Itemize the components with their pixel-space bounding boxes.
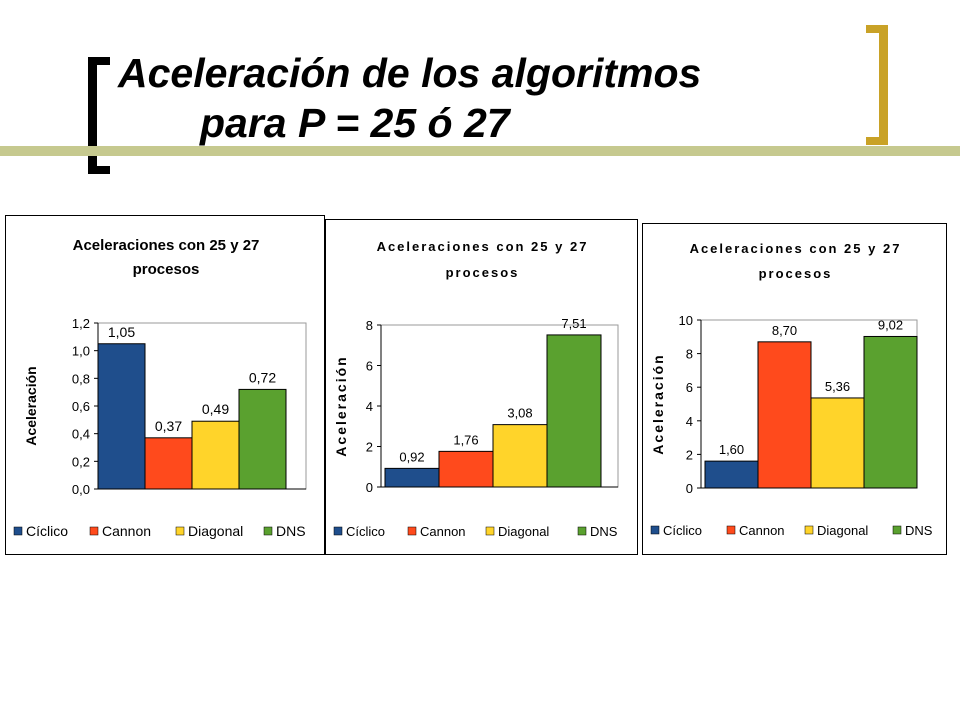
legend-label: Diagonal: [188, 523, 243, 539]
y-tick-label: 2: [366, 440, 373, 455]
legend-label: Cannon: [102, 523, 151, 539]
legend-label: Cíclico: [346, 524, 385, 539]
legend-swatch: [804, 525, 814, 535]
chart-panel-1: Aceleraciones con 25 y 27 procesos 0,0 0,2 0…: [5, 215, 325, 555]
data-label: 9,02: [878, 317, 903, 332]
bar: [438, 450, 494, 488]
chart-title-line: Aceleraciones con 25 y 27: [377, 239, 589, 254]
horizontal-rule: [0, 146, 960, 156]
legend-label: Diagonal: [498, 524, 549, 539]
bar: [492, 424, 548, 488]
chart-panel-3: Aceleraciones con 25 y 27 procesos 0 2 4 6 8 10…: [642, 223, 947, 555]
y-tick-label: 0: [366, 480, 373, 495]
right-bracket-bottom: [866, 137, 888, 145]
legend-swatch: [175, 526, 185, 536]
chart-panel-2: Aceleraciones con 25 y 27 procesos 0 2 4 6 8 Ac…: [325, 219, 638, 555]
bar: [384, 467, 440, 488]
data-label: 8,70: [772, 323, 797, 338]
chart-svg: Aceleraciones con 25 y 27 procesos 0 2 4 6 8 Ac…: [333, 239, 619, 539]
slide-title-line1: Aceleración de los algoritmos: [118, 50, 702, 96]
y-tick-label: 0,8: [72, 371, 90, 386]
bar: [704, 460, 759, 489]
chart-title-line: procesos: [759, 266, 833, 281]
legend-label: DNS: [590, 524, 618, 539]
y-tick-label: 1,0: [72, 344, 90, 359]
legend-label: Cannon: [739, 523, 785, 538]
y-tick-label: 0,6: [72, 399, 90, 414]
y-tick-label: 0,4: [72, 427, 90, 442]
y-tick-label: 4: [686, 414, 693, 429]
bar: [810, 397, 865, 489]
bar: [238, 388, 287, 490]
y-axis-label: Aceleración: [650, 353, 666, 454]
data-label: 1,05: [108, 324, 135, 340]
legend-swatch: [333, 526, 343, 536]
data-label: 3,08: [507, 406, 532, 421]
legend-swatch: [577, 526, 587, 536]
data-label: 7,51: [561, 316, 586, 331]
y-tick-label: 8: [686, 347, 693, 362]
legend-swatch: [89, 526, 99, 536]
legend-swatch: [726, 525, 736, 535]
legend-label: Diagonal: [817, 523, 868, 538]
left-bracket-top: [88, 57, 110, 65]
left-bracket-vertical: [88, 57, 97, 174]
bar: [191, 420, 240, 490]
y-axis-label: Aceleración: [333, 355, 349, 456]
y-tick-label: 6: [366, 359, 373, 374]
bar: [97, 343, 146, 490]
y-tick-label: 10: [679, 313, 693, 328]
chart-svg: Aceleraciones con 25 y 27 procesos 0 2 4 6 8 10…: [650, 241, 933, 538]
y-tick-label: 2: [686, 447, 693, 462]
legend-swatch: [407, 526, 417, 536]
legend-label: DNS: [276, 523, 306, 539]
y-tick-label: 6: [686, 380, 693, 395]
y-tick-label: 4: [366, 399, 373, 414]
left-bracket-bottom: [88, 166, 110, 174]
legend-label: Cannon: [420, 524, 466, 539]
legend-label: DNS: [905, 523, 933, 538]
y-tick-label: 0: [686, 481, 693, 496]
chart-title-line: Aceleraciones con 25 y 27: [690, 241, 902, 256]
chart-title-line: procesos: [446, 265, 520, 280]
legend-swatch: [650, 525, 660, 535]
y-tick-label: 0,2: [72, 454, 90, 469]
slide-title-line2: para P = 25 ó 27: [200, 100, 510, 146]
y-tick-label: 1,2: [72, 316, 90, 331]
data-label: 0,72: [249, 369, 276, 385]
legend-swatch: [892, 525, 902, 535]
legend-swatch: [13, 526, 23, 536]
y-tick-label: 8: [366, 318, 373, 333]
legend-swatch: [263, 526, 273, 536]
legend-label: Cíclico: [26, 523, 68, 539]
data-label: 1,76: [453, 432, 478, 447]
data-label: 1,60: [719, 442, 744, 457]
chart-title-line: procesos: [133, 261, 200, 278]
bar: [546, 334, 602, 488]
chart-svg: Aceleraciones con 25 y 27 procesos 0,0 0,2 0…: [13, 237, 307, 539]
data-label: 0,37: [155, 418, 182, 434]
bar: [144, 437, 193, 490]
bar: [863, 335, 918, 489]
data-label: 0,49: [202, 401, 229, 417]
data-label: 0,92: [399, 449, 424, 464]
right-bracket-top: [866, 25, 888, 33]
slide-title: Aceleración de los algoritmos para P = 2…: [0, 48, 960, 148]
data-label: 5,36: [825, 379, 850, 394]
y-tick-label: 0,0: [72, 482, 90, 497]
chart-title-line: Aceleraciones con 25 y 27: [73, 237, 260, 254]
bar: [757, 341, 812, 489]
legend-swatch: [485, 526, 495, 536]
legend-label: Cíclico: [663, 523, 702, 538]
y-axis-label: Aceleración: [23, 366, 39, 445]
right-bracket-vertical: [879, 25, 888, 145]
